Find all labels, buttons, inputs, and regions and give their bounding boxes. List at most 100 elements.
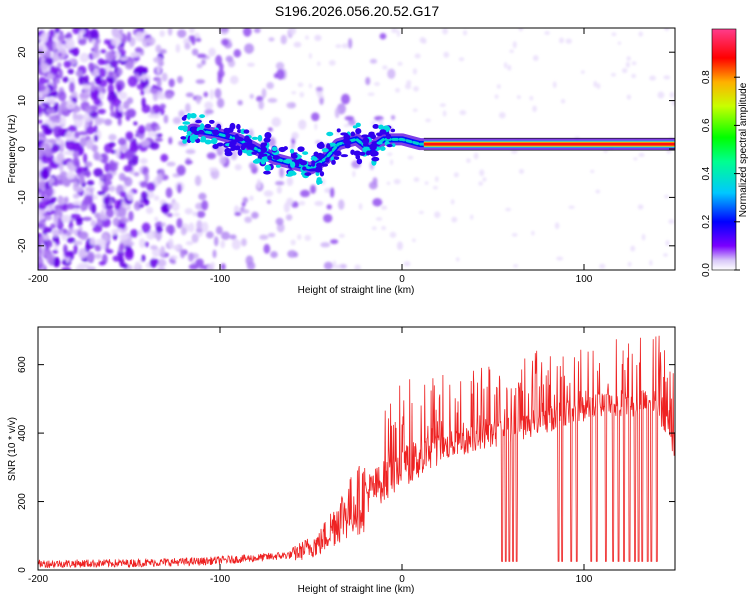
signal-scatter-blob bbox=[368, 131, 375, 138]
spectrogram-noise-blob bbox=[155, 133, 163, 138]
signal-scatter-blob bbox=[379, 146, 386, 151]
spectrogram-noise-blob bbox=[116, 83, 122, 93]
signal-scatter-blob bbox=[180, 136, 187, 140]
spectrogram-noise-blob bbox=[259, 234, 269, 240]
spectrogram-noise-blob bbox=[57, 52, 63, 57]
spectrogram-noise-blob bbox=[86, 179, 95, 186]
signal-scatter-blob bbox=[378, 124, 384, 130]
spectrogram-noise-blob bbox=[109, 59, 118, 69]
spectrogram-noise-blob bbox=[133, 171, 140, 177]
spectrogram-noise-blob bbox=[44, 150, 53, 157]
spectrogram-noise-blob bbox=[558, 37, 565, 44]
spectrogram-noise-blob bbox=[529, 96, 534, 101]
spectrogram-noise-blob bbox=[665, 240, 670, 247]
spectrogram-noise-blob bbox=[381, 226, 386, 231]
spectrogram-noise-blob bbox=[184, 42, 191, 50]
signal-scatter-blob bbox=[340, 154, 349, 158]
spectrogram-noise-blob bbox=[152, 92, 158, 102]
spectrogram-noise-blob bbox=[187, 252, 194, 262]
spectrogram-noise-blob bbox=[371, 226, 377, 231]
spectrogram-noise-blob bbox=[93, 134, 99, 142]
spectrogram-noise-blob bbox=[64, 196, 69, 204]
signal-scatter-blob bbox=[304, 172, 312, 176]
signal-scatter-blob bbox=[284, 158, 293, 164]
spectrogram-noise-blob bbox=[196, 63, 203, 69]
spectrogram-noise-blob bbox=[129, 141, 139, 153]
spectrogram-noise-blob bbox=[75, 265, 85, 270]
signal-scatter-blob bbox=[263, 170, 271, 175]
spectrogram-noise-blob bbox=[180, 226, 187, 236]
spectrogram-noise-blob bbox=[611, 32, 617, 36]
spectrogram-noise-blob bbox=[46, 108, 56, 114]
spectrogram-noise-blob bbox=[93, 124, 98, 133]
signal-scatter-blob bbox=[182, 121, 191, 125]
spectrogram-noise-blob bbox=[352, 170, 356, 178]
spectrogram-noise-blob bbox=[249, 195, 254, 201]
spectrogram-noise-blob bbox=[141, 73, 147, 82]
spectrogram-y-ticks: -20 -10 0 10 20 bbox=[17, 46, 675, 253]
spectrogram-noise-blob bbox=[140, 139, 151, 147]
spectrogram-noise-blob bbox=[276, 222, 285, 233]
spectrogram-noise-blob bbox=[104, 162, 111, 173]
spectrogram-noise-blob bbox=[442, 28, 448, 35]
spectrogram-noise-blob bbox=[531, 230, 535, 236]
spectrogram-noise-blob bbox=[439, 103, 446, 107]
spectrogram-noise-blob bbox=[156, 267, 166, 270]
spectrogram-noise-blob bbox=[49, 29, 55, 37]
spectrogram-noise-blob bbox=[41, 154, 51, 164]
spectrogram-noise-blob bbox=[243, 28, 252, 37]
spectrogram-noise-blob bbox=[204, 101, 214, 110]
spectrogram-noise-blob bbox=[263, 190, 274, 197]
spectrogram-noise-blob bbox=[256, 178, 262, 189]
spectrogram-noise-blob bbox=[348, 37, 353, 49]
spectrogram-noise-blob bbox=[403, 261, 411, 267]
spectrogram-noise-blob bbox=[47, 240, 53, 248]
spectrogram-noise-blob bbox=[195, 79, 206, 84]
spectrogram-noise-blob bbox=[38, 250, 41, 258]
spectrogram-noise-blob bbox=[140, 191, 148, 200]
spectrogram-noise-blob bbox=[279, 167, 285, 178]
signal-scatter-blob bbox=[355, 122, 361, 128]
spectrogram-noise-blob bbox=[315, 86, 323, 92]
spectrogram-noise-blob bbox=[108, 70, 114, 77]
spectrogram-noise-blob bbox=[298, 200, 306, 206]
spectrogram-noise-blob bbox=[319, 96, 324, 105]
snr-ylabel: SNR (10 * v/v) bbox=[7, 417, 18, 481]
spectrogram-noise-blob bbox=[73, 207, 80, 213]
signal-scatter-blob bbox=[251, 136, 259, 140]
spectrogram-noise-blob bbox=[149, 88, 159, 94]
spectrogram-noise-blob bbox=[103, 179, 112, 186]
spectrogram-noise-blob bbox=[75, 167, 83, 174]
spectrogram-noise-blob bbox=[124, 61, 135, 70]
spectrogram-noise-blob bbox=[108, 141, 116, 148]
spectrogram-noise-blob bbox=[38, 258, 44, 264]
spectrogram-noise-blob bbox=[132, 154, 139, 165]
spectrogram-noise-blob bbox=[105, 208, 114, 218]
spectrogram-noise-blob bbox=[247, 62, 255, 67]
spectrogram-noise-blob bbox=[160, 153, 169, 162]
spectrogram-noise-blob bbox=[68, 125, 78, 132]
spectrogram-noise-blob bbox=[220, 231, 231, 240]
spectrogram-noise-blob bbox=[664, 28, 670, 31]
spectrogram-noise-blob bbox=[76, 218, 83, 227]
spectrogram-noise-blob bbox=[512, 264, 519, 268]
spectrogram-noise-blob bbox=[556, 256, 564, 261]
spectrogram-noise-blob bbox=[581, 70, 585, 74]
signal-scatter-blob bbox=[350, 149, 355, 155]
spectrogram-noise-blob bbox=[241, 238, 247, 247]
spectrogram-noise-blob bbox=[267, 127, 273, 132]
spectrogram-noise-blob bbox=[83, 194, 94, 205]
spectrogram-noise-blob bbox=[38, 42, 47, 51]
snr-panel: -200 -100 0 100 0 200 400 600 Height of straig… bbox=[7, 326, 676, 595]
spectrogram-noise-blob bbox=[390, 159, 394, 166]
spectrogram-noise-blob bbox=[39, 168, 50, 180]
signal-scatter-blob bbox=[390, 128, 396, 133]
spectrogram-noise-blob bbox=[621, 68, 628, 74]
spectrogram-noise-blob bbox=[638, 31, 643, 37]
spectrogram-noise-blob bbox=[86, 251, 95, 263]
spectrogram-noise-blob bbox=[290, 144, 295, 150]
spectrogram-noise-blob bbox=[46, 165, 53, 172]
spectrogram-x-tick-label: -200 bbox=[28, 274, 48, 285]
colorbar-tick-label: 0.6 bbox=[701, 118, 712, 132]
spectrogram-noise-blob bbox=[458, 57, 465, 62]
